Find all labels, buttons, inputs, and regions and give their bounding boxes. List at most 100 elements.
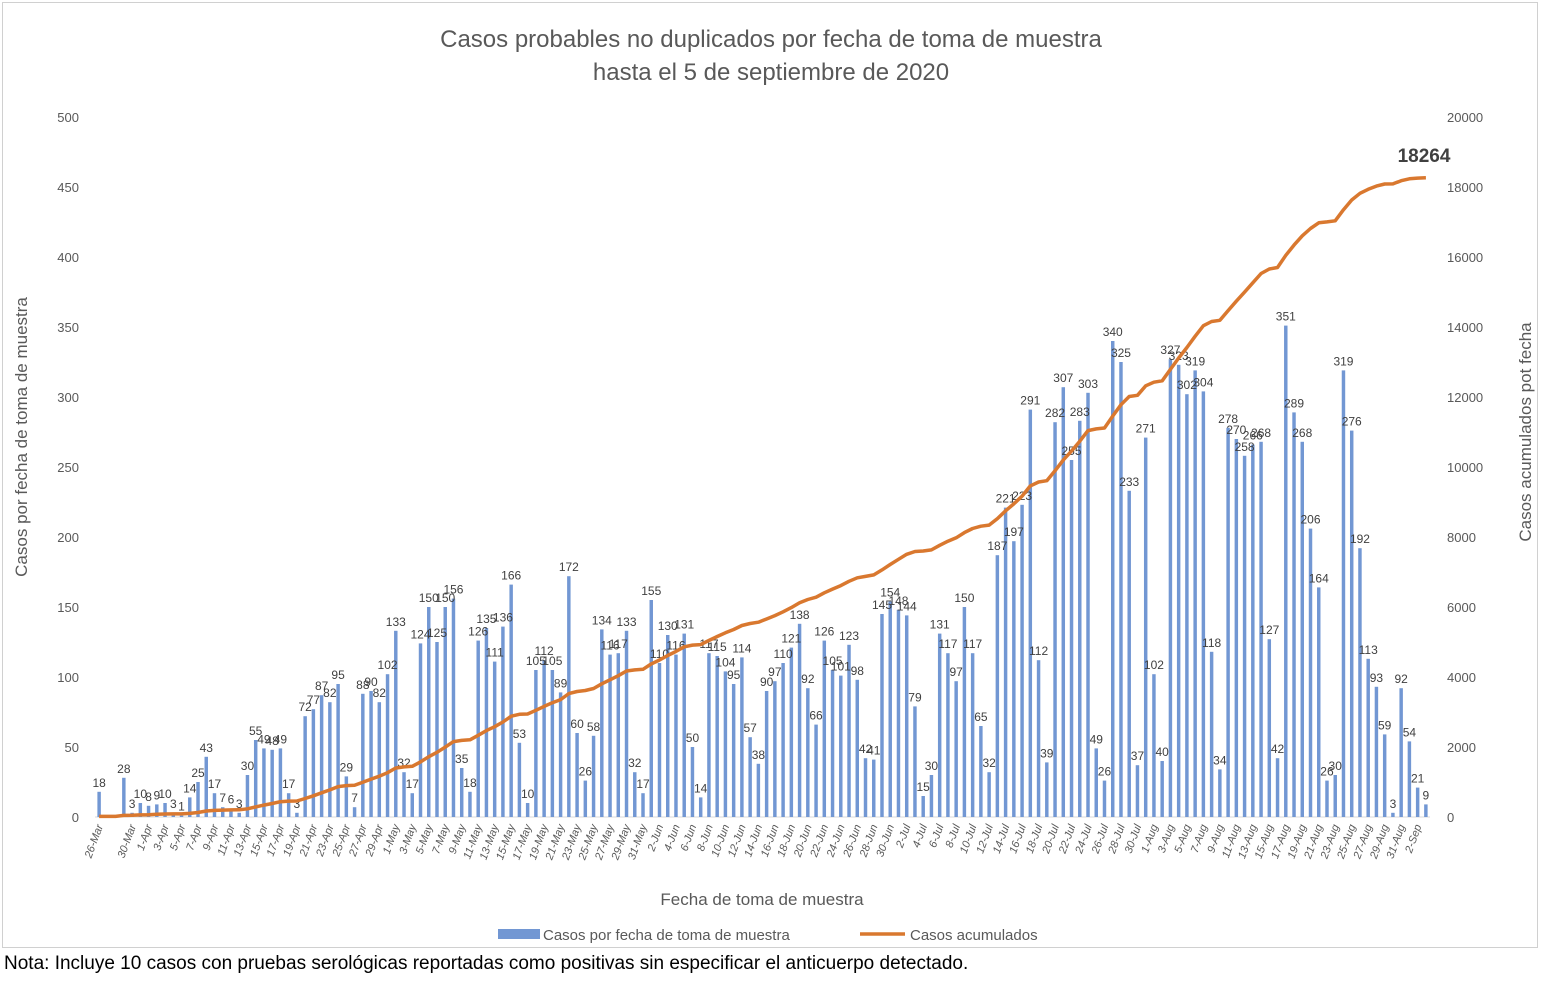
bar-data-label: 303 — [1078, 377, 1098, 391]
bar-data-label: 319 — [1333, 354, 1353, 368]
bar — [245, 775, 250, 817]
bar — [1382, 734, 1387, 817]
bar-data-label: 30 — [925, 759, 939, 773]
bar — [146, 805, 151, 817]
bar — [1349, 430, 1354, 817]
bar — [1168, 359, 1173, 817]
bar — [888, 601, 892, 817]
bar — [698, 797, 703, 817]
bar-data-label: 127 — [1259, 623, 1279, 637]
bar — [1127, 490, 1131, 817]
bar-data-label: 125 — [427, 626, 447, 640]
bar — [1234, 439, 1239, 817]
bar-data-label: 135 — [476, 612, 496, 626]
bar — [954, 681, 958, 817]
bar — [608, 654, 612, 817]
bar-data-label: 59 — [1378, 718, 1392, 732]
y-left-tick-label: 200 — [57, 530, 79, 545]
bar-data-label: 133 — [617, 615, 637, 629]
bar — [509, 584, 513, 817]
bar — [863, 758, 868, 817]
bar — [1341, 370, 1346, 817]
bar — [1358, 548, 1362, 817]
bar — [1160, 761, 1164, 817]
bar — [163, 803, 167, 817]
bar-data-label: 166 — [501, 569, 521, 583]
bar — [550, 670, 555, 817]
bar-data-label: 8 — [145, 790, 152, 804]
bar-data-label: 3 — [1390, 797, 1397, 811]
bar — [616, 653, 621, 817]
bar-data-label: 28 — [117, 762, 131, 776]
bar-data-label: 271 — [1136, 422, 1156, 436]
bar — [789, 647, 794, 817]
bar — [649, 600, 653, 817]
bar-data-label: 130 — [658, 619, 678, 633]
bar-data-label: 25 — [191, 766, 205, 780]
bar-data-label: 50 — [686, 731, 700, 745]
bar-data-label: 14 — [183, 781, 197, 795]
bar — [179, 815, 184, 817]
bar-data-label: 29 — [340, 760, 354, 774]
bar — [525, 803, 530, 817]
bar-data-label: 57 — [743, 721, 757, 735]
bar — [270, 749, 274, 817]
bar-data-label: 10 — [158, 787, 172, 801]
bar-data-label: 138 — [790, 608, 810, 622]
bar-data-label: 291 — [1020, 394, 1040, 408]
bar — [410, 793, 414, 817]
bar — [937, 633, 942, 817]
bar — [443, 607, 447, 817]
y-right-tick-label: 20000 — [1447, 110, 1483, 125]
bar — [1226, 427, 1230, 817]
bar-data-label: 164 — [1309, 571, 1329, 585]
bar-data-label: 17 — [406, 777, 420, 791]
bar-data-label: 53 — [513, 727, 527, 741]
bar — [1028, 409, 1033, 817]
bar-data-label: 126 — [468, 625, 488, 639]
bar — [773, 681, 777, 817]
bar-data-label: 150 — [435, 591, 455, 605]
bar-data-label: 14 — [694, 781, 708, 795]
bar-data-label: 319 — [1185, 354, 1205, 368]
y-axis-left-ticks: 0 50 100 150 200 250 300 350 400 450 500 — [57, 110, 79, 825]
bar-data-label: 38 — [752, 748, 766, 762]
bar — [336, 684, 340, 817]
legend-bar-swatch — [498, 929, 540, 939]
bar — [377, 702, 382, 817]
bar — [1284, 325, 1288, 817]
bar-data-label: 32 — [628, 756, 642, 770]
bar-data-label: 18 — [92, 776, 106, 790]
bar-data-label: 90 — [364, 675, 378, 689]
bar-data-label: 3 — [236, 797, 243, 811]
bar-data-label: 150 — [419, 591, 439, 605]
chart-title-line-2: hasta el 5 de septiembre de 2020 — [593, 59, 949, 86]
bar-data-label: 148 — [888, 594, 908, 608]
bar — [361, 693, 365, 817]
bar — [1012, 541, 1016, 817]
bar — [1061, 387, 1066, 817]
bar — [221, 807, 225, 817]
bar-data-label: 10 — [521, 787, 535, 801]
bar-data-label: 102 — [1144, 658, 1164, 672]
y-axis-right-title: Casos acumulados pot fecha — [1516, 322, 1535, 542]
chart-frame — [2, 2, 1538, 948]
bar-data-label: 41 — [867, 744, 881, 758]
bar — [1176, 364, 1181, 817]
bar-data-label: 206 — [1300, 513, 1320, 527]
bar — [97, 791, 101, 817]
bar-data-label: 15 — [917, 780, 931, 794]
bar — [872, 759, 876, 817]
bar-data-label: 49 — [257, 732, 271, 746]
bar — [987, 772, 991, 817]
bar — [229, 808, 233, 817]
bar-data-label: 17 — [282, 777, 296, 791]
bar-data-label: 270 — [1226, 423, 1246, 437]
y-left-tick-label: 500 — [57, 110, 79, 125]
bar — [435, 642, 439, 817]
bar-data-label: 112 — [535, 644, 554, 658]
bar — [723, 671, 728, 817]
chart-title-line-1: Casos probables no duplicados por fecha … — [440, 26, 1102, 53]
bar — [418, 643, 423, 817]
y-axis-left-title: Casos por fecha de toma de muestra — [12, 297, 31, 577]
